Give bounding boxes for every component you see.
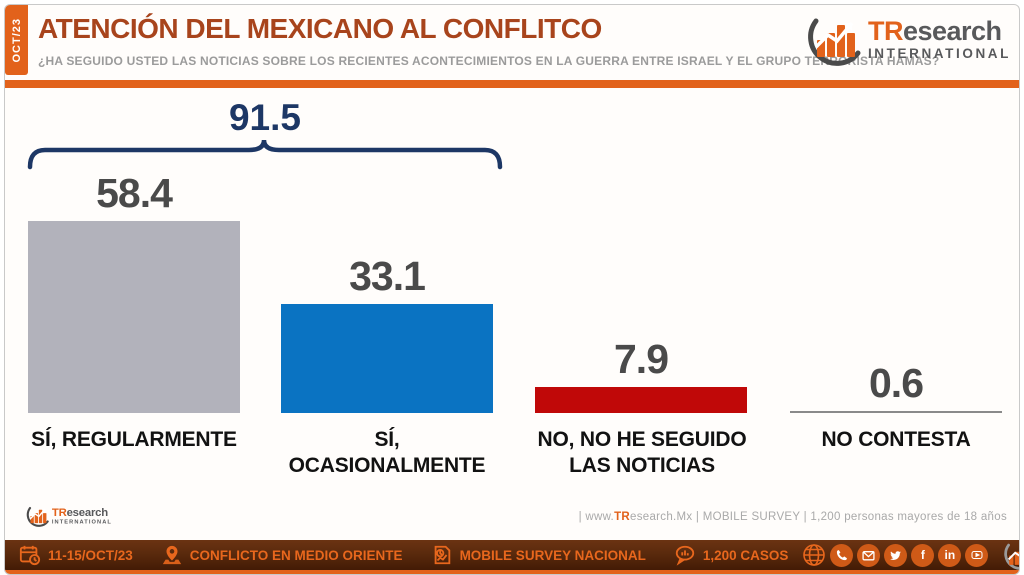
footer-topic: CONFLICTO EN MEDIO ORIENTE bbox=[161, 544, 403, 566]
youtube-icon[interactable] bbox=[965, 543, 989, 567]
linkedin-icon[interactable]: in bbox=[938, 543, 962, 567]
bar-group-no-he-seguido: 7.9 bbox=[535, 336, 747, 413]
tresearch-logo: TResearch INTERNATIONAL bbox=[804, 9, 1011, 69]
bar-si-regularmente bbox=[28, 221, 240, 413]
bar-no-contesta bbox=[790, 411, 1002, 413]
footer-bar: 11-15/OCT/23 CONFLICTO EN MEDIO ORIENTE bbox=[5, 540, 1019, 574]
slide-frame: OCT/23 ATENCIÓN DEL MEXICANO AL CONFLITC… bbox=[4, 4, 1020, 575]
footer-survey-type: MOBILE SURVEY NACIONAL bbox=[431, 544, 646, 566]
bar-group-no-contesta: 0.6 bbox=[790, 360, 1002, 413]
logo-subtext: INTERNATIONAL bbox=[51, 518, 112, 525]
category-label-no-he-seguido: NO, NO HE SEGUIDO LAS NOTICIAS bbox=[537, 428, 747, 478]
bar-group-si-regularmente: 58.4 bbox=[28, 170, 240, 413]
date-tab-label: OCT/23 bbox=[10, 17, 23, 63]
bar-no-he-seguido bbox=[535, 387, 747, 413]
logo-wordmark: TResearch bbox=[51, 505, 108, 519]
whatsapp-icon[interactable] bbox=[830, 543, 854, 567]
category-label-si-ocasionalmente: SÍ, OCASIONALMENTE bbox=[288, 428, 486, 478]
bar-value: 0.6 bbox=[869, 360, 924, 406]
survey-report-icon bbox=[431, 544, 453, 566]
bar-group-si-ocasionalmente: 33.1 bbox=[281, 253, 493, 413]
tresearch-logo-icon bbox=[25, 503, 50, 528]
bar-value: 7.9 bbox=[614, 336, 669, 382]
page-title: ATENCIÓN DEL MEXICANO AL CONFLITCO bbox=[38, 13, 602, 44]
globe-icon[interactable] bbox=[802, 543, 826, 567]
calendar-clock-icon bbox=[19, 544, 41, 566]
logo-subtext: INTERNATIONAL bbox=[867, 45, 1011, 61]
source-footnote: | www.TResearch.Mx | MOBILE SURVEY | 1,2… bbox=[578, 511, 1007, 523]
logo-wordmark: TResearch bbox=[867, 15, 1002, 46]
bar-value: 33.1 bbox=[349, 253, 426, 299]
category-label-si-regularmente: SÍ, REGULARMENTE bbox=[31, 428, 237, 451]
social-icons: f in bbox=[802, 543, 989, 567]
bar-si-ocasionalmente bbox=[281, 304, 493, 413]
aggregate-value-label: 91.5 bbox=[228, 97, 301, 138]
tresearch-logo-small: TResearch INTERNATIONAL bbox=[25, 503, 112, 528]
twitter-icon[interactable] bbox=[884, 543, 908, 567]
aggregate-bracket bbox=[25, 138, 505, 170]
footer-cases: 1,200 CASOS bbox=[674, 544, 788, 566]
speech-bubble-chart-icon bbox=[674, 544, 696, 566]
survey-question: ¿HA SEGUIDO USTED LAS NOTICIAS SOBRE LOS… bbox=[38, 54, 940, 68]
bar-value: 58.4 bbox=[96, 170, 173, 216]
footer-date: 11-15/OCT/23 bbox=[19, 544, 133, 566]
facebook-icon[interactable]: f bbox=[911, 543, 935, 567]
tresearch-logo-footer: TResearch INTERNATIONAL bbox=[1002, 539, 1019, 572]
orange-divider bbox=[5, 80, 1019, 88]
header: ATENCIÓN DEL MEXICANO AL CONFLITCO ¿HA S… bbox=[38, 13, 940, 68]
tresearch-logo-icon bbox=[804, 9, 864, 69]
date-tab: OCT/23 bbox=[5, 5, 28, 75]
tresearch-logo-icon bbox=[1002, 539, 1019, 572]
map-pin-icon bbox=[161, 544, 183, 566]
email-icon[interactable] bbox=[857, 543, 881, 567]
category-label-no-contesta: NO CONTESTA bbox=[821, 428, 971, 451]
